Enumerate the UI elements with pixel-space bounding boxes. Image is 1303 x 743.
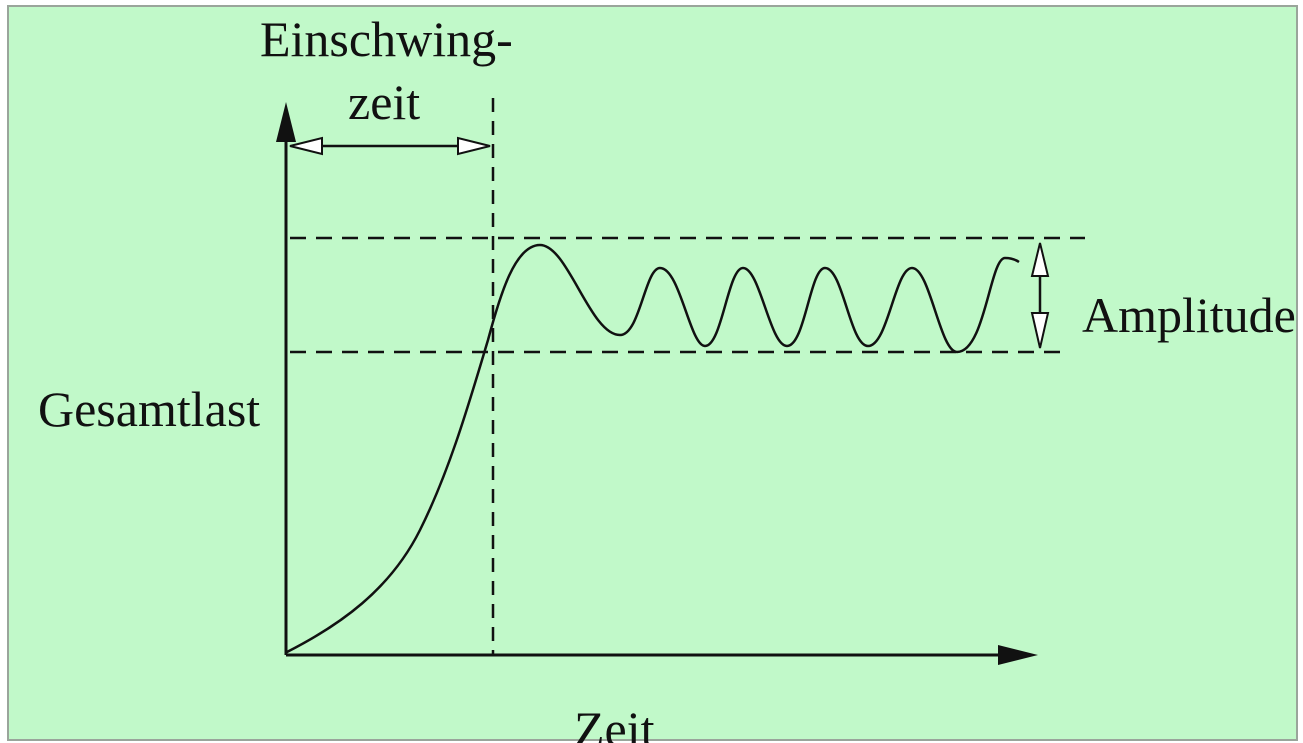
background-panel bbox=[7, 5, 1298, 741]
x-axis-label: Zeit bbox=[574, 701, 655, 743]
settling-time-arrow-right-head bbox=[457, 136, 491, 156]
amplitude-arrow-bottom-head bbox=[1030, 312, 1050, 349]
load-response-curve bbox=[286, 243, 1020, 654]
amplitude-label: Amplitude bbox=[1082, 287, 1296, 343]
settling-time-label-line1: Einschwing- bbox=[260, 11, 513, 67]
settling-time-label-line2: zeit bbox=[348, 74, 420, 130]
settling-time-arrow-left-head bbox=[289, 136, 323, 156]
y-axis-arrowhead bbox=[276, 102, 296, 142]
x-axis-arrowhead bbox=[998, 645, 1038, 665]
y-axis-label: Gesamtlast bbox=[38, 381, 260, 437]
amplitude-arrow-top-head bbox=[1030, 242, 1050, 277]
